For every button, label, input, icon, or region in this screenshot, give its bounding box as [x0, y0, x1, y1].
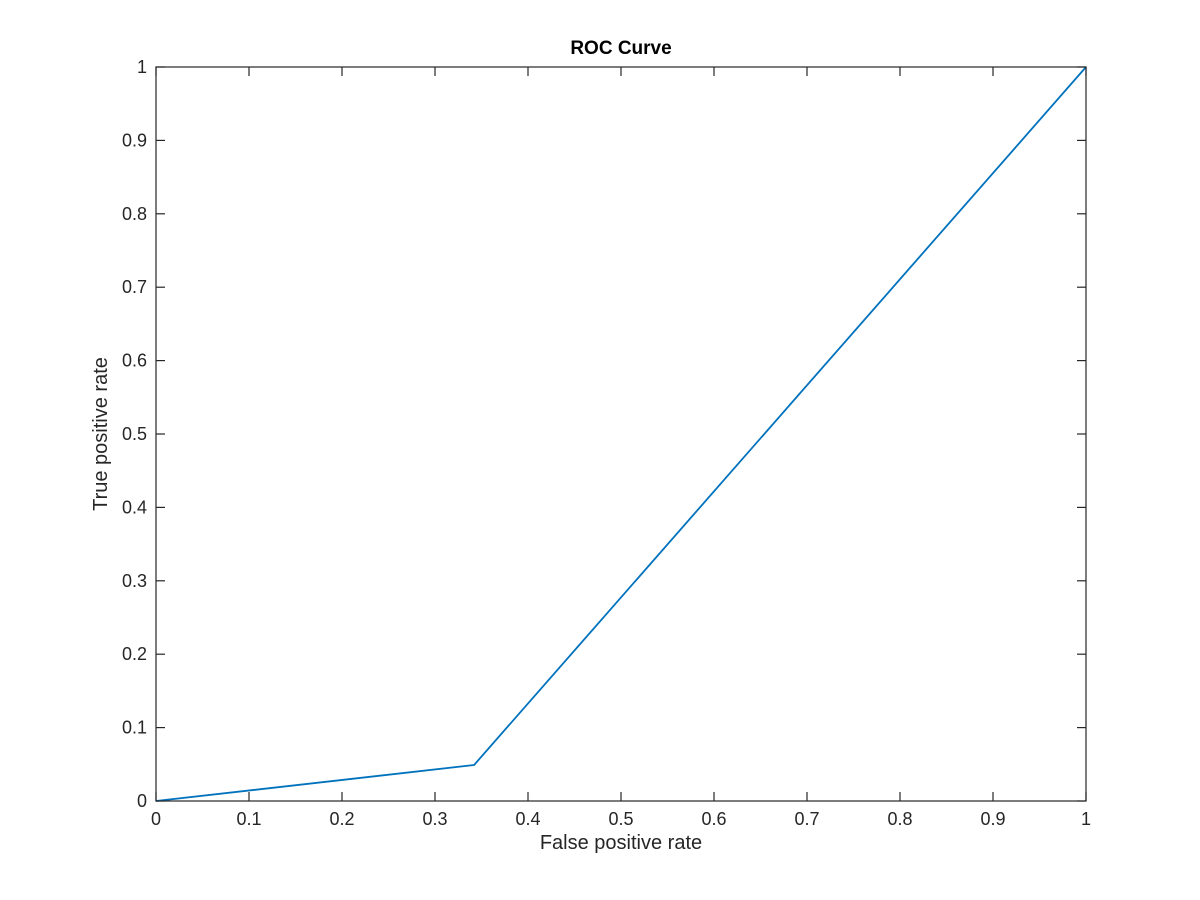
x-tick-label: 0.3: [422, 809, 447, 829]
x-tick-label: 0.5: [608, 809, 633, 829]
y-tick-label: 0.5: [122, 424, 147, 444]
x-tick-label: 0.1: [236, 809, 261, 829]
y-tick-label: 0.8: [122, 204, 147, 224]
y-tick-label: 0.9: [122, 130, 147, 150]
y-tick-label: 0.1: [122, 718, 147, 738]
x-axis-label: False positive rate: [540, 832, 702, 854]
y-tick-label: 0: [137, 791, 147, 811]
x-tick-label: 0.9: [980, 809, 1005, 829]
x-tick-label: 0.8: [887, 809, 912, 829]
x-tick-label: 0.6: [701, 809, 726, 829]
y-tick-label: 1: [137, 57, 147, 77]
x-tick-label: 0: [151, 809, 161, 829]
axes-box: [155, 66, 1087, 802]
x-tick-label: 0.4: [515, 809, 540, 829]
y-tick-label: 0.2: [122, 644, 147, 664]
roc-series-line: [155, 66, 1087, 802]
x-axis-ticks: 0 0.1 0.2 0.3 0.4 0.5 0.6 0.7 0.8 0.9 1: [151, 67, 1091, 829]
y-tick-label: 0.3: [122, 571, 147, 591]
y-axis-label: True positive rate: [90, 357, 112, 511]
x-tick-label: 1: [1081, 809, 1091, 829]
x-tick-label: 0.2: [329, 809, 354, 829]
y-tick-label: 0.7: [122, 277, 147, 297]
chart-title: ROC Curve: [570, 38, 671, 59]
plot-series: [155, 66, 1087, 802]
x-tick-label: 0.7: [794, 809, 819, 829]
y-axis-ticks: 0 0.1 0.2 0.3 0.4 0.5 0.6 0.7 0.8 0.9 1: [122, 57, 1086, 811]
y-tick-label: 0.4: [122, 497, 147, 517]
y-tick-label: 0.6: [122, 351, 147, 371]
